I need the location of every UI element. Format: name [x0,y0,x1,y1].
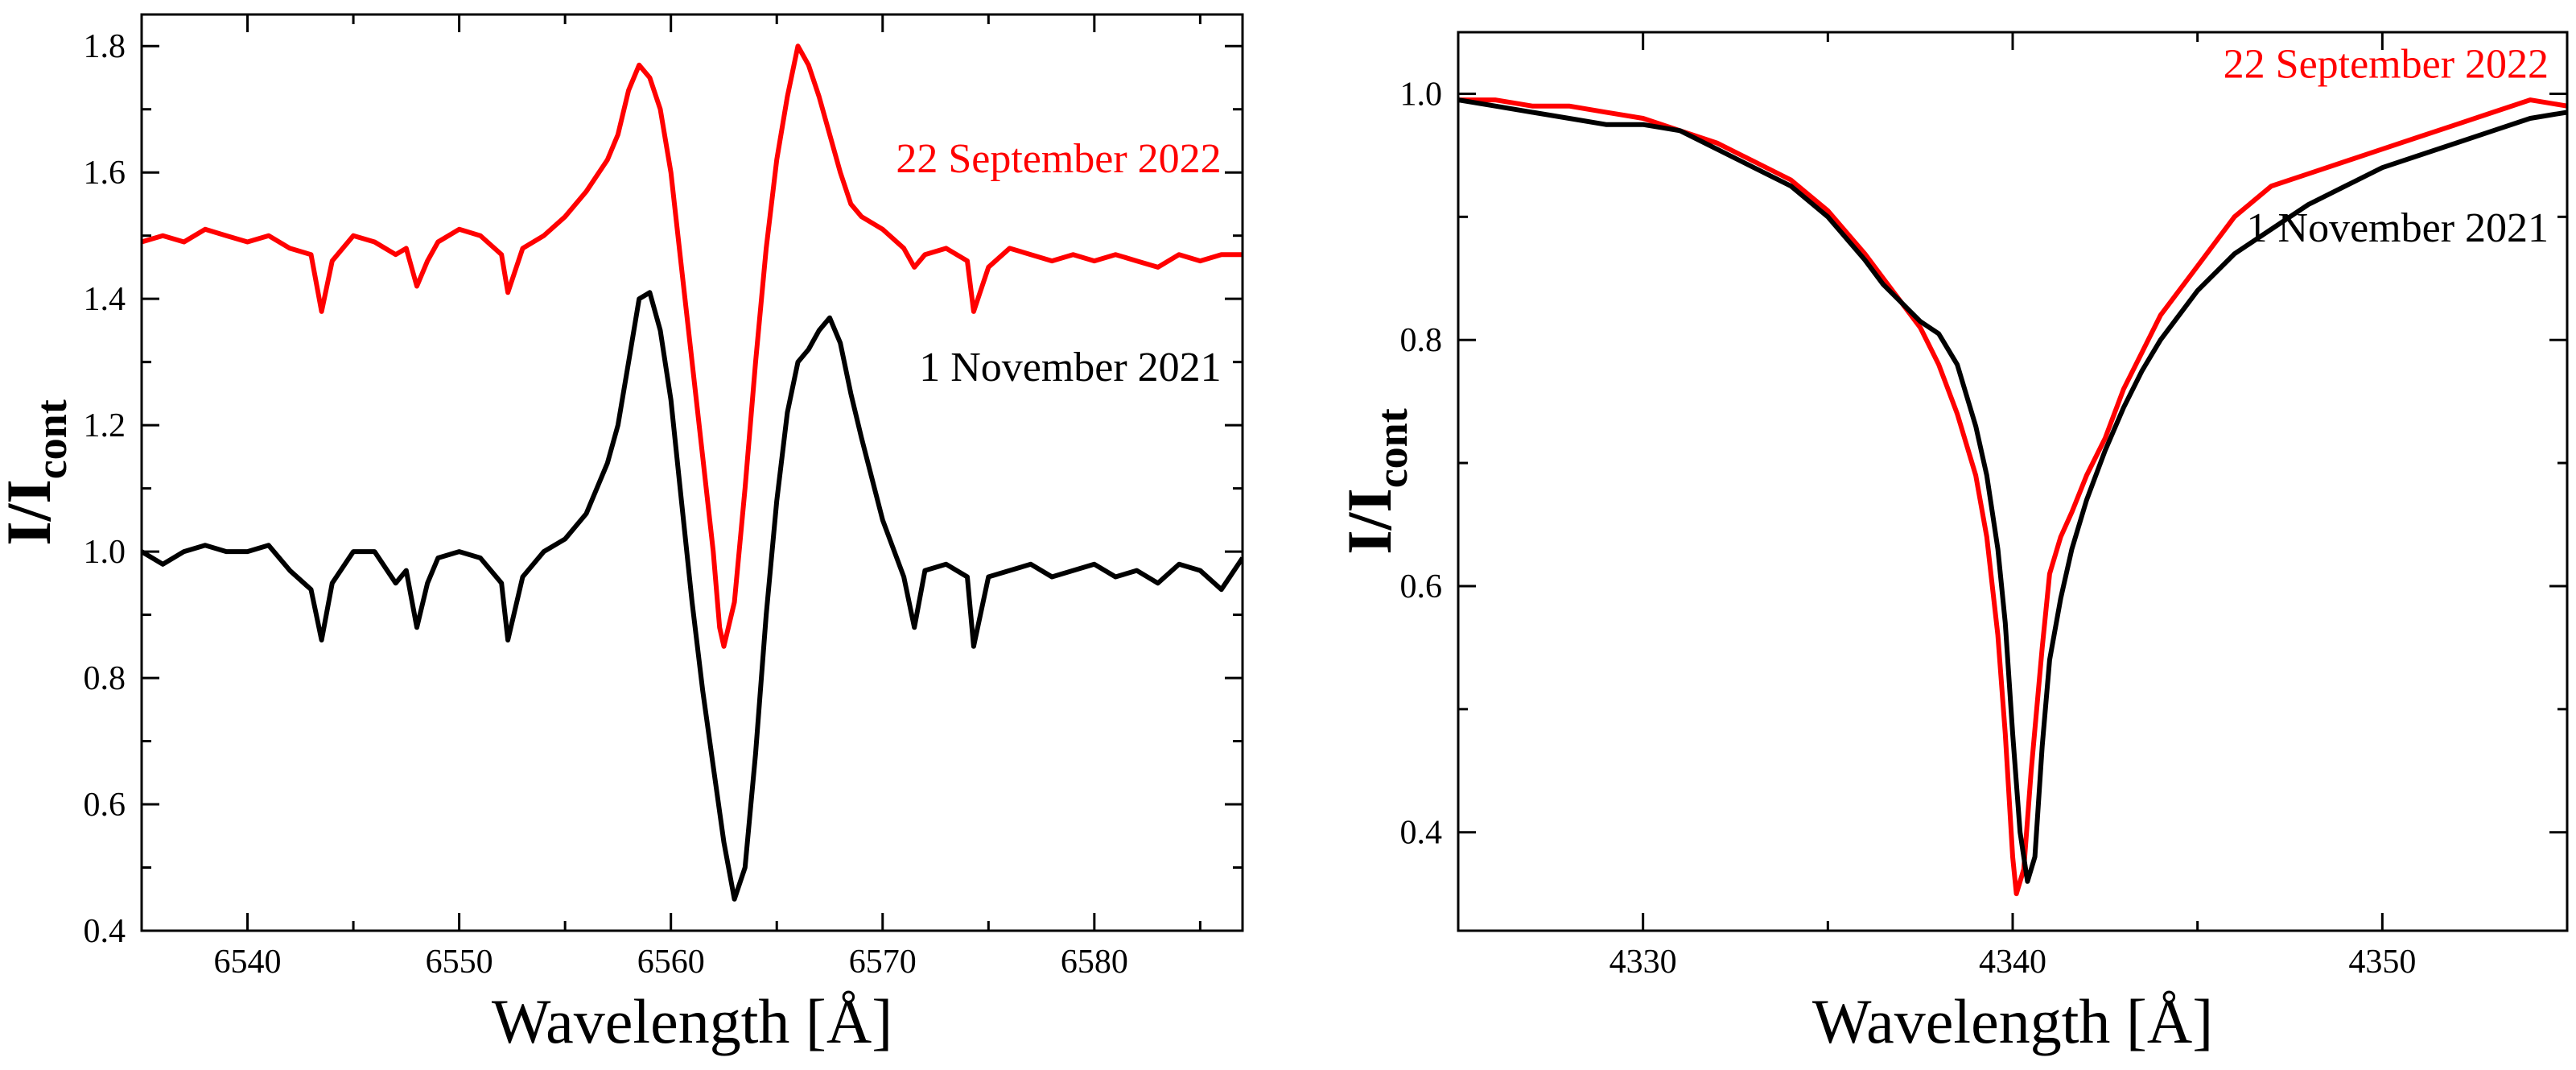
series-line-1-november-2021 [1458,97,2567,884]
y-axis-title-subscript: cont [27,399,76,479]
x-tick-label: 6550 [426,944,493,981]
y-axis-title-subscript: cont [1368,408,1416,488]
series-line-22-september-2022 [1458,97,2567,897]
x-axis-title: Wavelength [Å] [1812,986,2213,1056]
series-label-22-september-2022: 22 September 2022 [896,136,1221,182]
plot-frame [1457,31,2569,932]
y-tick-label: 0.6 [1400,568,1443,605]
series-lines [1458,97,2567,897]
series-label-1-november-2021: 1 November 2021 [919,345,1221,390]
y-axis-title: I/Icont [0,399,76,545]
y-tick-label: 0.8 [84,660,126,697]
y-axis-title-main: I/I [1334,488,1404,554]
y-axis-title-main: I/I [0,479,64,545]
y-tick-label: 1.0 [84,534,126,571]
x-tick-label: 4350 [2348,944,2416,981]
series-label-1-november-2021: 1 November 2021 [2247,205,2549,251]
y-tick-label: 1.8 [84,28,126,65]
left-chart-panel: 6540 6550 6560 6570 6580 0.4 0.6 0.8 1.0 1.2 1.4 1.… [0,13,1244,1056]
x-axis-title: Wavelength [Å] [492,986,892,1056]
x-tick-label: 6560 [637,944,705,981]
series-line-1-november-2021 [142,290,1243,902]
plot-frame [140,13,1244,932]
x-tick-label: 4340 [1979,944,2046,981]
right-chart-panel: 4330 4340 4350 0.4 0.6 0.8 1.0 Wavelength [Å] I/… [1334,31,2569,1056]
series-lines [142,43,1243,902]
x-tick-label: 6580 [1061,944,1128,981]
x-tick-label: 6540 [214,944,282,981]
x-tick-label: 6570 [849,944,917,981]
series-line-22-september-2022 [142,43,1243,649]
y-tick-label: 1.0 [1400,76,1443,113]
y-axis-title: I/Icont [1334,408,1416,554]
y-tick-label: 0.6 [84,787,126,824]
y-tick-label: 1.2 [84,407,126,444]
y-tick-label: 0.4 [1400,815,1443,852]
y-tick-label: 1.6 [84,155,126,192]
series-label-22-september-2022: 22 September 2022 [2224,42,2549,88]
y-tick-label: 0.8 [1400,322,1443,359]
x-tick-label: 4330 [1609,944,1677,981]
y-tick-label: 0.4 [84,913,126,950]
y-tick-label: 1.4 [84,281,126,318]
